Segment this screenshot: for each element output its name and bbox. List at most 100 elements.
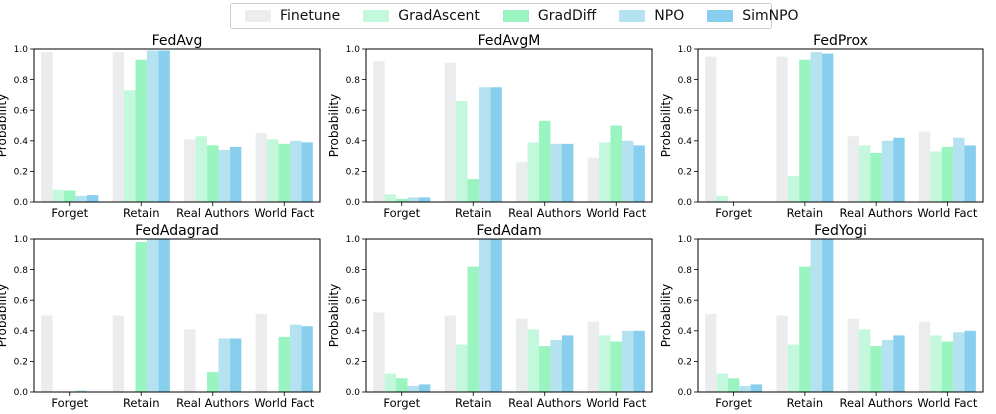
subplot-title: FedAvgM xyxy=(478,33,541,49)
bar-gradascent-forget xyxy=(384,373,397,392)
y-axis-label: Probability xyxy=(327,284,341,347)
bar-npo-world-fact xyxy=(621,330,634,392)
bar-simnpo-real-authors xyxy=(561,143,574,202)
legend-swatch-gradascent xyxy=(363,10,390,22)
bar-npo-real-authors xyxy=(218,338,230,392)
bar-simnpo-real-authors xyxy=(229,338,242,392)
bar-graddiff-world-fact xyxy=(941,341,954,392)
bar-gradascent-retain xyxy=(787,175,800,202)
y-tick-label: 0.8 xyxy=(678,76,693,86)
bar-gradascent-real-authors xyxy=(527,329,540,392)
x-tick-label: Real Authors xyxy=(176,206,249,220)
x-tick-label: Real Authors xyxy=(840,396,913,410)
legend-swatch-simnpo xyxy=(707,10,734,22)
x-tick-label: World Fact xyxy=(917,206,978,220)
bar-simnpo-forget xyxy=(418,197,431,202)
y-tick-label: 0.8 xyxy=(346,76,361,86)
x-tick-label: Forget xyxy=(51,396,88,410)
bar-graddiff-real-authors xyxy=(207,372,219,392)
bar-npo-retain xyxy=(146,50,159,202)
bar-gradascent-world-fact xyxy=(930,335,942,392)
legend-swatch-graddiff xyxy=(502,10,529,22)
x-tick-label: World Fact xyxy=(586,396,647,410)
legend-label-npo: NPO xyxy=(654,8,685,24)
bar-graddiff-forget xyxy=(396,198,408,202)
bar-finetune-world-fact xyxy=(255,313,268,392)
bar-gradascent-retain xyxy=(456,101,468,202)
y-tick-label: 0.0 xyxy=(14,388,29,398)
y-axis-label: Probability xyxy=(659,284,673,347)
x-tick-label: Retain xyxy=(123,206,160,220)
y-tick-label: 0.6 xyxy=(678,296,693,306)
bar-finetune-real-authors xyxy=(184,139,196,202)
y-tick-label: 0.6 xyxy=(678,106,693,116)
y-tick-label: 0.2 xyxy=(678,358,692,368)
bar-npo-retain xyxy=(810,52,822,203)
bar-graddiff-retain xyxy=(467,266,479,392)
legend-label-finetune: Finetune xyxy=(280,8,341,24)
subplot-title: FedAdagrad xyxy=(135,223,219,239)
x-tick-label: World Fact xyxy=(917,396,978,410)
bar-simnpo-retain xyxy=(158,50,170,202)
bar-simnpo-forget xyxy=(750,384,763,392)
bar-simnpo-forget xyxy=(86,195,99,202)
x-tick-label: Forget xyxy=(715,206,752,220)
subplot-fedavg: FedAvg Probability 0.0 0.2 0.4 0.6 0.8 1.0 Forge… xyxy=(0,33,321,220)
bar-simnpo-retain xyxy=(490,239,502,392)
legend-item-gradascent: GradAscent xyxy=(363,8,480,24)
bar-gradascent-world-fact xyxy=(599,142,611,202)
legend-item-npo: NPO xyxy=(619,8,684,24)
axes-frame xyxy=(697,48,984,203)
bar-finetune-retain xyxy=(444,315,457,392)
y-tick-label: 0.6 xyxy=(14,106,29,116)
y-tick-label: 0.6 xyxy=(14,296,29,306)
subplot-fedyogi: FedYogi Probability 0.0 0.2 0.4 0.6 0.8 1.0 Forg… xyxy=(659,223,984,410)
bar-finetune-forget xyxy=(373,61,385,202)
bar-gradascent-world-fact xyxy=(930,151,942,202)
bar-simnpo-retain xyxy=(821,53,834,203)
bar-graddiff-retain xyxy=(467,179,479,202)
y-tick-label: 0.6 xyxy=(346,296,361,306)
y-tick-label: 0.0 xyxy=(346,198,361,208)
legend-label-graddiff: GradDiff xyxy=(537,8,597,24)
legend-item-finetune: Finetune xyxy=(245,8,340,24)
bar-npo-world-fact xyxy=(621,140,634,202)
subplot-title: FedProx xyxy=(813,33,868,49)
bar-npo-retain xyxy=(478,239,491,392)
bar-graddiff-world-fact xyxy=(941,146,954,202)
bar-graddiff-real-authors xyxy=(870,153,882,202)
bar-finetune-retain xyxy=(776,56,788,203)
y-tick-label: 0.4 xyxy=(14,137,29,147)
bar-gradascent-retain xyxy=(456,344,468,392)
subplot-title: FedAdam xyxy=(476,223,541,239)
bar-gradascent-real-authors xyxy=(859,329,871,392)
bar-simnpo-real-authors xyxy=(561,335,574,392)
x-tick-label: World Fact xyxy=(586,206,647,220)
bar-finetune-real-authors xyxy=(516,318,528,392)
bar-gradascent-retain xyxy=(124,90,136,202)
bar-npo-world-fact xyxy=(953,137,965,202)
bar-graddiff-real-authors xyxy=(870,346,882,392)
bar-npo-real-authors xyxy=(881,140,894,202)
bar-simnpo-real-authors xyxy=(229,146,242,202)
y-tick-label: 0.4 xyxy=(346,137,361,147)
x-tick-label: Forget xyxy=(715,396,752,410)
axes-frame xyxy=(697,238,984,393)
bar-finetune-forget xyxy=(41,52,53,203)
y-tick-label: 0.2 xyxy=(14,358,28,368)
y-tick-label: 0.8 xyxy=(346,266,361,276)
bar-npo-forget xyxy=(75,195,87,202)
y-tick-label: 1.0 xyxy=(14,235,29,245)
bar-simnpo-world-fact xyxy=(964,145,976,202)
legend: Finetune GradAscent GradDiff NPO SimNPO xyxy=(230,3,799,29)
bar-simnpo-world-fact xyxy=(301,142,313,202)
bar-gradascent-forget xyxy=(716,195,728,202)
y-axis-label: Probability xyxy=(0,284,9,347)
bar-finetune-world-fact xyxy=(918,131,931,202)
bar-finetune-forget xyxy=(705,56,717,203)
y-tick-label: 0.4 xyxy=(678,137,693,147)
bar-gradascent-forget xyxy=(716,373,728,392)
bar-npo-real-authors xyxy=(881,339,894,392)
bar-finetune-real-authors xyxy=(516,162,528,202)
